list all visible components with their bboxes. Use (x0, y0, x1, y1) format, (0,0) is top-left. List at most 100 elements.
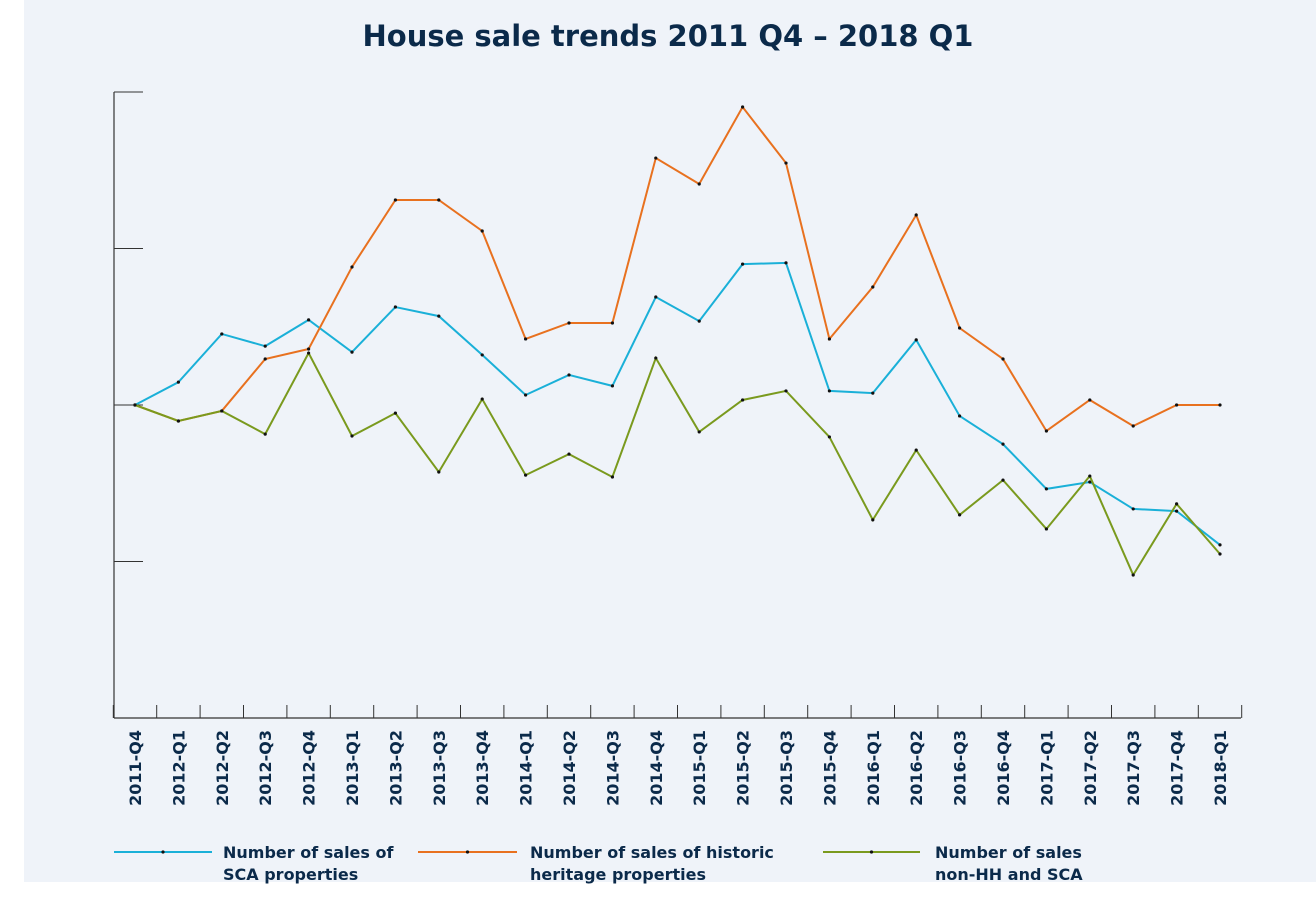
point (784, 261, 788, 265)
point (220, 332, 224, 336)
point (958, 513, 962, 517)
point (480, 229, 484, 233)
legend-dot (465, 850, 470, 854)
point (958, 414, 962, 418)
point (1131, 424, 1135, 428)
point (307, 347, 311, 351)
point (567, 373, 571, 377)
x-tick-label: 2012-Q4 (300, 730, 319, 806)
point (654, 295, 658, 299)
series-line (134, 261, 1221, 546)
point (827, 337, 832, 341)
point (1175, 403, 1179, 407)
point (176, 419, 180, 423)
point (914, 213, 918, 217)
x-tick-label: 2015-Q4 (820, 730, 839, 806)
point (1175, 502, 1179, 506)
x-tick-label: 2017-Q3 (1124, 730, 1143, 806)
point (610, 475, 615, 479)
x-tick-label: 2012-Q1 (169, 730, 188, 806)
x-tick-label: 2014-Q1 (517, 730, 536, 806)
point (914, 448, 918, 452)
background (24, 0, 1316, 882)
point (827, 435, 832, 439)
x-tick-label: 2012-Q3 (256, 730, 275, 806)
point (1175, 509, 1179, 513)
x-tick-label: 2013-Q4 (473, 730, 492, 806)
point (871, 391, 875, 395)
point (1088, 474, 1092, 478)
point (654, 156, 658, 160)
legend-dot (161, 850, 165, 854)
x-tick-label: 2014-Q4 (647, 730, 666, 806)
point (350, 265, 354, 269)
point (263, 344, 267, 348)
x-tick-label: 2015-Q3 (777, 730, 796, 806)
point (697, 430, 701, 434)
point (697, 182, 701, 186)
point (827, 389, 832, 393)
x-tick-label: 2014-Q3 (603, 730, 622, 806)
point (567, 452, 571, 456)
point (914, 338, 918, 342)
x-tick-label: 2017-Q2 (1081, 730, 1100, 806)
point (307, 318, 311, 322)
point (871, 518, 875, 522)
series-line (134, 350, 1221, 578)
x-tick-label: 2014-Q2 (560, 730, 579, 806)
point (871, 285, 875, 289)
point (741, 398, 745, 402)
point (480, 397, 484, 401)
point (1044, 527, 1048, 531)
point (1001, 442, 1005, 446)
point (524, 473, 528, 477)
x-tick-label: 2013-Q3 (430, 730, 449, 806)
x-tick-label: 2017-Q1 (1037, 730, 1056, 806)
point (307, 351, 311, 355)
x-tick-label: 2016-Q4 (994, 730, 1013, 806)
point (784, 389, 788, 393)
x-tick-label: 2017-Q4 (1168, 730, 1187, 806)
x-tick-label: 2013-Q2 (386, 730, 405, 806)
point (697, 319, 701, 323)
point (1131, 507, 1135, 511)
point (741, 105, 745, 109)
point (1218, 403, 1222, 407)
point (524, 393, 528, 397)
point (654, 356, 658, 360)
point (567, 321, 571, 325)
point (437, 314, 441, 318)
point (1218, 543, 1222, 547)
chart-title: House sale trends 2011 Q4 – 2018 Q1 (363, 19, 974, 53)
legend-label: Number of sales of historic heritage pro… (530, 843, 774, 884)
x-tick-label: 2013-Q1 (343, 730, 362, 806)
point (393, 305, 397, 309)
x-tick-label: 2012-Q2 (213, 730, 232, 806)
point (350, 350, 354, 354)
x-tick-label: 2011-Q4 (126, 730, 145, 806)
point (1044, 429, 1048, 433)
point (1088, 398, 1092, 402)
point (220, 409, 224, 413)
x-tick-label: 2016-Q2 (907, 730, 926, 806)
point (1044, 487, 1048, 491)
point (1131, 573, 1135, 577)
x-tick-label: 2018-Q1 (1211, 730, 1230, 806)
point (133, 403, 137, 407)
legend-dot (869, 850, 874, 854)
point (350, 434, 354, 438)
point (176, 380, 180, 384)
series-line (134, 105, 1220, 433)
point (524, 337, 528, 341)
point (480, 353, 484, 357)
x-tick-label: 2016-Q3 (951, 730, 970, 806)
x-tick-label: 2015-Q2 (734, 730, 753, 806)
point (784, 161, 788, 165)
x-tick-label: 2016-Q1 (864, 730, 883, 806)
point (1088, 480, 1092, 484)
point (437, 470, 441, 474)
point (610, 384, 615, 388)
legend-label: Number of sales of SCA properties (223, 843, 394, 884)
